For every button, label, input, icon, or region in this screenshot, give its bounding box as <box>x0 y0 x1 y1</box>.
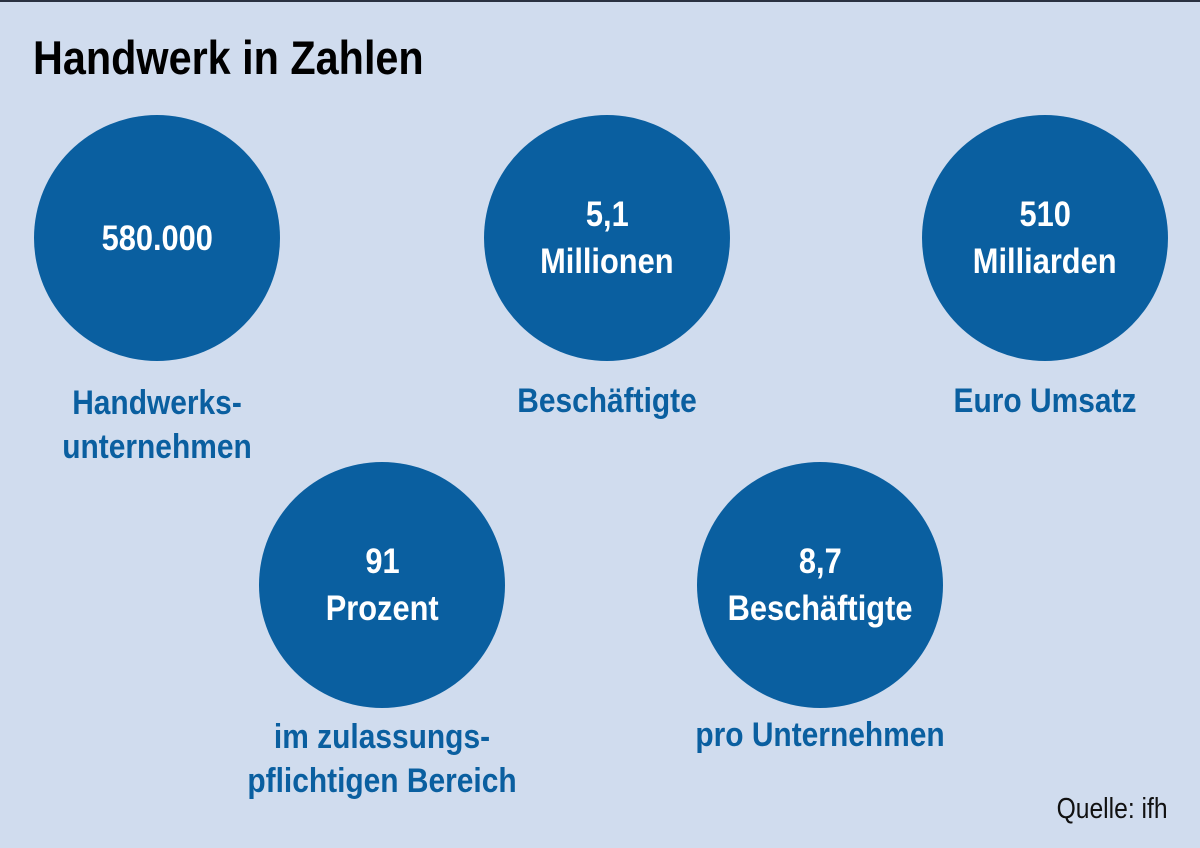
stat-label-line: Euro Umsatz <box>953 382 1137 420</box>
stat-circle-revenue: 510 Milliarden <box>922 115 1168 361</box>
stat-circle-employees: 5,1 Millionen <box>484 115 730 361</box>
stat-label-line: unternehmen <box>62 428 252 466</box>
stat-label-line: pro Unternehmen <box>695 716 945 754</box>
stat-label-line: Handwerks- <box>72 384 242 422</box>
source-note: Quelle: ifh <box>1057 793 1168 825</box>
stat-value: 580.000 <box>101 218 213 258</box>
stat-value-unit: Prozent <box>325 589 439 628</box>
stat-circle-businesses: 580.000 <box>34 115 280 361</box>
stat-value-unit: Milliarden <box>973 242 1117 281</box>
stat-value: 5,1 <box>585 195 629 234</box>
stat-label-line: pflichtigen Bereich <box>247 762 517 800</box>
stat-label-revenue: Euro Umsatz <box>845 379 1200 423</box>
stat-label-line: Beschäftigte <box>517 382 697 420</box>
stat-circle-per-business: 8,7 Beschäftigte <box>697 462 943 708</box>
stat-value-unit: Millionen <box>540 242 674 281</box>
stat-label-percent: im zulassungs- pflichtigen Bereich <box>182 715 582 803</box>
stat-label-line: im zulassungs- <box>273 718 491 756</box>
stat-value: 91 <box>364 542 400 581</box>
page-title: Handwerk in Zahlen <box>33 31 424 84</box>
top-border <box>0 0 1200 2</box>
stat-value: 510 <box>1019 195 1071 234</box>
stat-label-employees: Beschäftigte <box>407 379 807 423</box>
stat-value: 8,7 <box>798 542 842 581</box>
stat-label-per-business: pro Unternehmen <box>620 713 1020 757</box>
stat-circle-percent: 91 Prozent <box>259 462 505 708</box>
stat-label-businesses: Handwerks- unternehmen <box>0 381 357 469</box>
stat-value-unit: Beschäftigte <box>727 589 913 628</box>
